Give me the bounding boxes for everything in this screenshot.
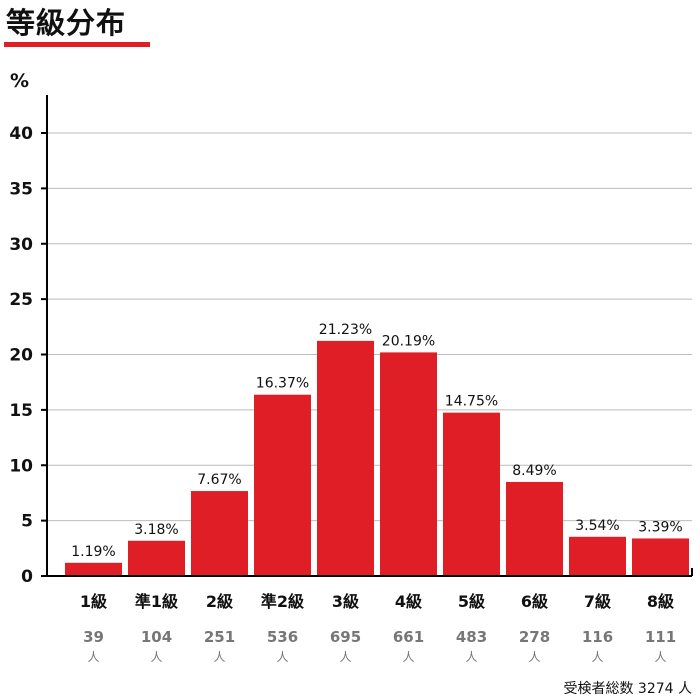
bar-value-labels: 1.19% 3.18% 7.67% 16.37% 21.23% 20.19% 14.75% 8… [71, 322, 682, 560]
examinee-count: 39 [83, 628, 104, 646]
x-category-label: 1級 [80, 592, 107, 611]
bar [128, 540, 185, 576]
chart-title: 等級分布 [6, 6, 127, 40]
bar [443, 412, 500, 576]
examinee-count: 536 [267, 628, 298, 646]
axes [46, 95, 693, 577]
bar-value-label: 7.67% [197, 472, 241, 488]
count-unit-label: 人 [654, 650, 666, 664]
y-axis-unit-label: % [10, 70, 30, 92]
examinee-count: 251 [204, 628, 235, 646]
count-unit-label: 人 [150, 650, 162, 664]
x-category-label: 4級 [395, 592, 422, 611]
examinee-count: 104 [141, 628, 172, 646]
y-tick-label: 40 [9, 124, 33, 144]
x-category-label: 3級 [332, 592, 359, 611]
x-category-label: 8級 [647, 592, 674, 611]
x-category-label: 2級 [206, 592, 233, 611]
total-examinees: 受検者総数 3274 人 [563, 681, 692, 697]
count-unit-label: 人 [591, 650, 603, 664]
x-category-label: 7級 [584, 592, 611, 611]
bar-value-label: 1.19% [71, 544, 115, 560]
bar-value-label: 20.19% [382, 333, 435, 349]
x-category-label: 準2級 [261, 592, 304, 611]
bar-value-label: 8.49% [512, 463, 556, 479]
bar [254, 394, 311, 576]
bar-value-label: 3.54% [575, 518, 619, 534]
y-tick-label: 10 [9, 456, 33, 476]
title-underline [4, 42, 150, 47]
bar-value-label: 14.75% [445, 394, 498, 410]
bar-value-label: 3.39% [638, 519, 682, 535]
bars [65, 340, 689, 576]
count-unit-label: 人 [87, 650, 99, 664]
bar [506, 481, 563, 576]
y-tick-label: 15 [9, 401, 33, 421]
bar [65, 562, 122, 576]
x-axis-categories: 1級 準1級 2級 準2級 3級 4級 5級 6級 7級 8級 [80, 592, 674, 611]
bar-value-label: 3.18% [134, 522, 178, 538]
y-tick-label: 30 [9, 235, 33, 255]
examinee-count: 661 [393, 628, 424, 646]
bar [317, 340, 374, 576]
examinee-count: 116 [582, 628, 613, 646]
y-axis-ticks: 0 5 10 15 20 25 30 35 40 [9, 124, 47, 587]
bar [380, 352, 437, 576]
count-unit-label: 人 [339, 650, 351, 664]
examinee-count: 483 [456, 628, 487, 646]
y-tick-label: 25 [9, 290, 33, 310]
count-unit-label: 人 [528, 650, 540, 664]
count-unit-label: 人 [276, 650, 288, 664]
examinee-counts: 39 人 104 人 251 人 536 人 695 人 661 人 483 人 278 人 116 人 111 人 [83, 628, 676, 664]
count-unit-label: 人 [213, 650, 225, 664]
y-tick-label: 0 [21, 567, 33, 587]
bar-value-label: 16.37% [256, 376, 309, 392]
bar [632, 538, 689, 576]
x-category-label: 6級 [521, 592, 548, 611]
count-unit-label: 人 [465, 650, 477, 664]
bar [191, 491, 248, 576]
examinee-count: 111 [645, 628, 676, 646]
x-category-label: 準1級 [135, 592, 178, 611]
examinee-count: 278 [519, 628, 550, 646]
x-category-label: 5級 [458, 592, 485, 611]
y-tick-label: 35 [9, 179, 33, 199]
count-unit-label: 人 [402, 650, 414, 664]
bar [569, 536, 626, 576]
examinee-count: 695 [330, 628, 361, 646]
bar-value-label: 21.23% [319, 322, 372, 338]
y-tick-label: 5 [21, 512, 33, 532]
y-tick-label: 20 [9, 346, 33, 366]
